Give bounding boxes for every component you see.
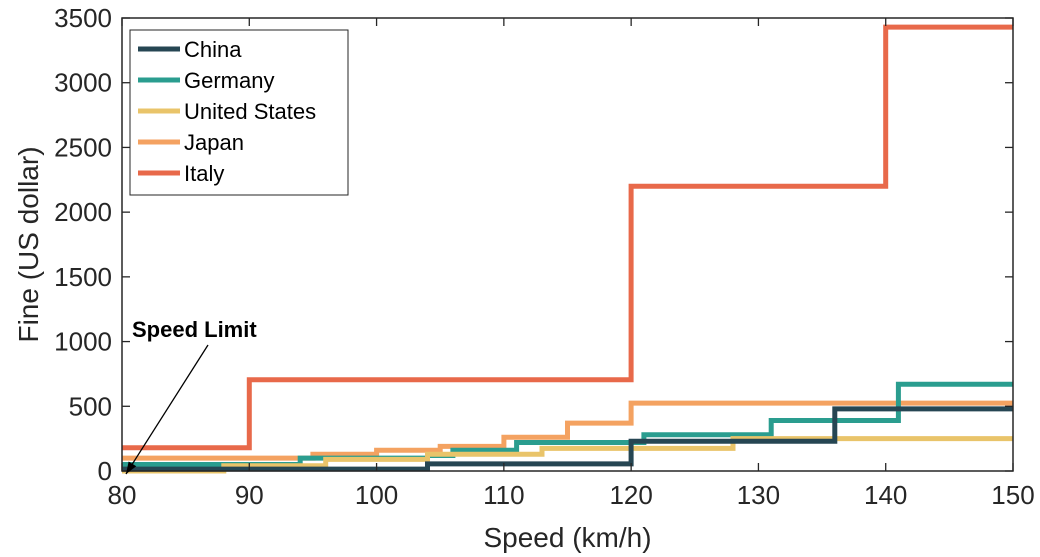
legend-entry-china: China <box>184 37 242 62</box>
legend-entry-italy: Italy <box>184 161 224 186</box>
series-layer <box>122 24 1013 474</box>
annotation: Speed Limit <box>125 317 257 475</box>
annotation-speed-limit: Speed Limit <box>132 317 257 342</box>
legend-entry-united-states: United States <box>184 99 316 124</box>
x-tick-label: 130 <box>737 480 780 510</box>
legend-entry-germany: Germany <box>184 68 274 93</box>
x-axis-label: Speed (km/h) <box>483 522 651 553</box>
y-tick-label: 500 <box>69 391 112 421</box>
series-line-italy <box>122 24 1013 451</box>
legend: China Germany United States Japan Italy <box>129 29 349 196</box>
y-tick-label: 0 <box>98 456 112 486</box>
y-tick-label: 2000 <box>54 197 112 227</box>
series-line-japan <box>122 400 1013 461</box>
axes-box <box>121 17 1014 472</box>
y-axis-label: Fine (US dollar) <box>13 146 44 342</box>
annotation-arrow-line <box>125 344 209 475</box>
annotation-arrow-head <box>126 461 137 474</box>
x-tick-label: 90 <box>235 480 264 510</box>
ticks-layer: 80 90 100 110 120 130 140 150050010001500200025… <box>54 3 1035 510</box>
legend-entry-japan: Japan <box>184 130 244 155</box>
x-tick-label: 100 <box>355 480 398 510</box>
y-tick-label: 2500 <box>54 132 112 162</box>
series-line-china <box>122 406 1013 472</box>
x-tick-label: 140 <box>864 480 907 510</box>
y-tick-label: 3000 <box>54 68 112 98</box>
x-tick-label: 150 <box>991 480 1034 510</box>
x-tick-label: 110 <box>483 480 524 510</box>
x-tick-label: 80 <box>108 480 137 510</box>
y-tick-label: 1000 <box>54 327 112 357</box>
y-tick-label: 1500 <box>54 262 112 292</box>
x-tick-label: 120 <box>609 480 652 510</box>
y-tick-label: 3500 <box>54 3 112 33</box>
